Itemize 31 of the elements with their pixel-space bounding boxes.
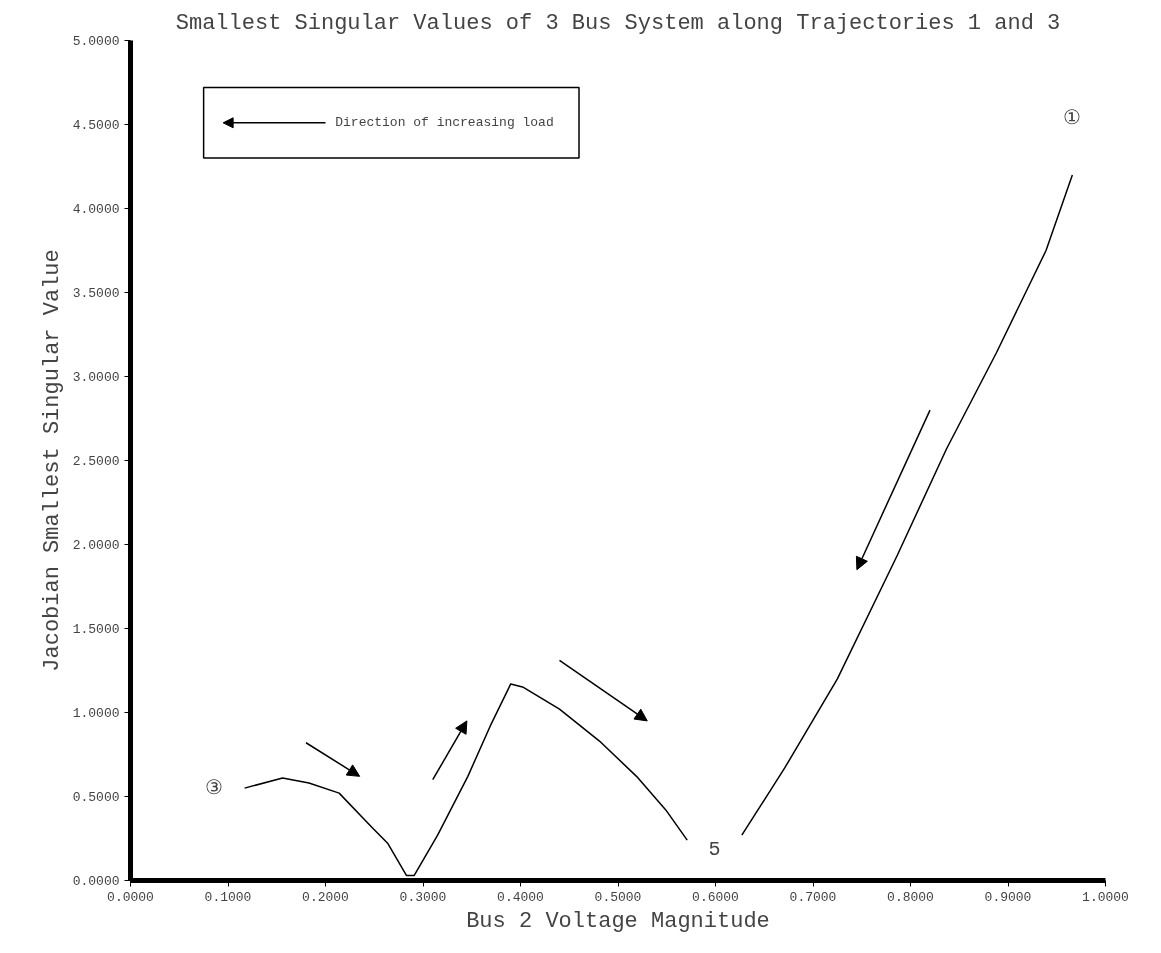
y-tick-label: 2.0000 [72,538,120,553]
y-tick-label: 2.5000 [72,454,120,469]
chart-title: Smallest Singular Values of 3 Bus System along Trajectories 1 and 3 [175,10,1061,36]
y-tick-label: 3.0000 [72,370,120,385]
x-axis-title: Bus 2 Voltage Magnitude [466,908,770,934]
x-tick-label: 0.7000 [789,889,837,905]
x-tick-label: 0.1000 [204,889,252,905]
line-series [741,174,1074,836]
x-tick-label: 0.5000 [594,889,642,905]
y-tick-label: 1.5000 [72,622,120,637]
x-tick-label: 0.3000 [399,889,447,905]
y-tick-label: 1.0000 [72,706,120,721]
y-axis-title: Jacobian Smallest Singular Value [39,249,65,672]
x-tick-label: 0.8000 [887,889,934,905]
annotation: 5 [708,837,721,861]
y-tick-label: 3.5000 [72,286,120,301]
y-tick-label: 4.0000 [72,202,120,217]
y-tick-label: 0.0000 [72,874,120,889]
annotation: ① [1063,106,1082,130]
annotation: ③ [204,776,223,800]
x-tick-label: 0.2000 [302,889,349,905]
y-tick-label: 0.5000 [72,790,120,805]
annotation: Direction of increasing load [335,115,554,131]
y-tick-label: 5.0000 [72,34,120,49]
x-tick-label: 0.0000 [107,889,154,905]
y-tick-label: 4.5000 [72,118,120,133]
x-tick-label: 0.4000 [497,889,544,905]
line-series [243,683,688,877]
x-tick-label: 0.9000 [984,889,1032,905]
x-tick-label: 1.0000 [1082,889,1129,905]
x-tick-label: 0.6000 [692,889,739,905]
